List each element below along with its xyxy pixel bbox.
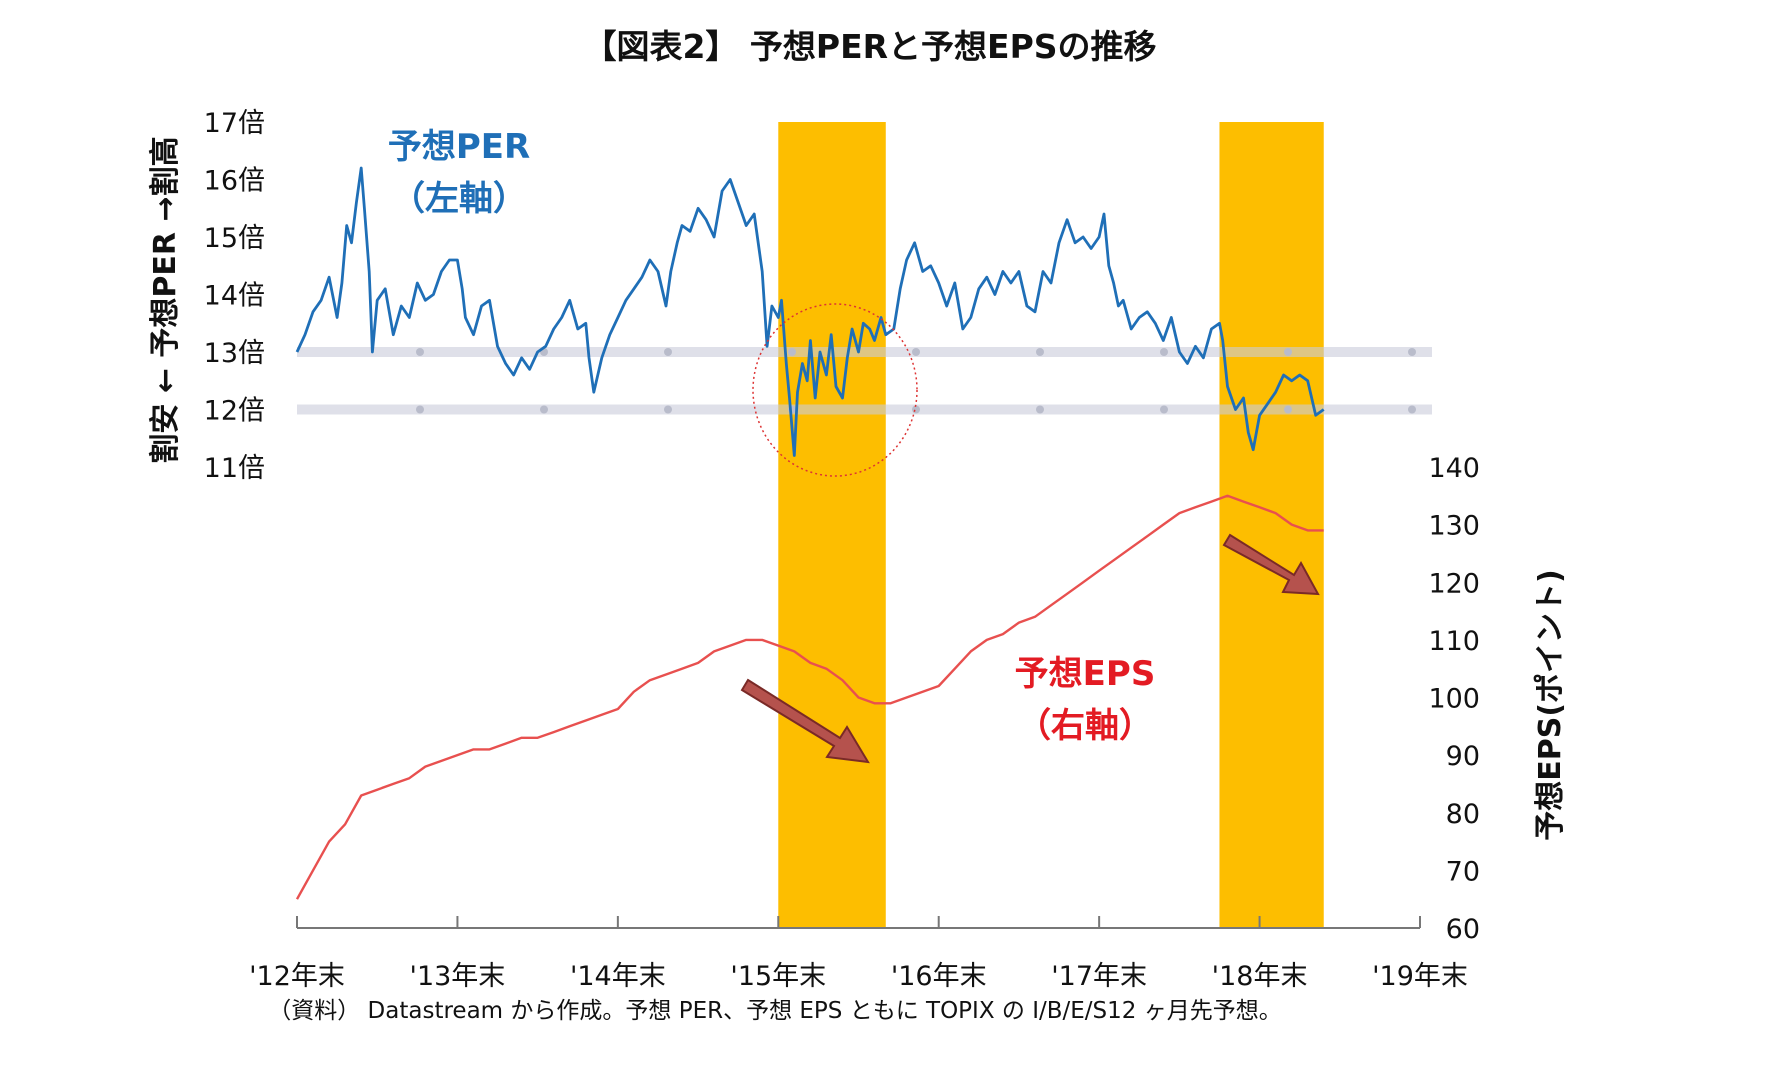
left-tick-label: 12倍 [204,396,265,427]
down-arrow-2 [1222,533,1320,596]
highlight-band-0 [778,122,886,928]
left-axis-title: 割安 ← 予想PER →割高 [148,136,183,463]
arrow-icon [740,678,870,764]
reference-dot [1408,348,1416,356]
reference-dot [416,405,424,414]
right-tick-label: 100 [1428,684,1480,715]
x-tick-label: '12年末 [249,961,345,992]
reference-dot [788,348,796,356]
right-tick-label: 60 [1446,914,1480,945]
left-tick-label: 14倍 [204,281,265,312]
eps-series-sublabel: （右軸） [1017,706,1153,746]
right-tick-label: 90 [1446,741,1480,772]
left-tick-label: 16倍 [204,166,265,197]
left-tick-label: 17倍 [204,108,265,139]
right-tick-label: 120 [1428,568,1480,599]
reference-dot [664,348,672,356]
per-series-sublabel: （左軸） [391,179,527,219]
right-tick-label: 140 [1428,453,1480,484]
per-series-label: 予想PER [388,127,530,167]
x-tick-label: '16年末 [891,961,987,992]
reference-dot [912,348,920,356]
x-axis: '12年末 '13年末 '14年末 '15年末 '16年末 '17年末 '18年末 '19年末 [249,916,1468,992]
series-line-per [295,166,1325,457]
x-tick-label: '13年末 [410,961,506,992]
source-note: （資料） Datastream から作成。予想 PER、予想 EPS ともに T… [268,998,1281,1024]
left-tick-label: 15倍 [204,223,265,254]
arrow-icon [1222,533,1320,596]
left-axis: 17倍 16倍 15倍 14倍 13倍 12倍 11倍 [204,108,265,484]
right-tick-label: 110 [1428,626,1480,657]
reference-band-1 [297,404,1432,415]
x-tick-label: '18年末 [1212,961,1308,992]
left-tick-label: 11倍 [204,453,265,484]
reference-band-0 [297,347,1432,357]
right-tick-label: 80 [1446,799,1480,830]
right-tick-label: 130 [1428,511,1480,542]
reference-dot [1160,348,1168,356]
reference-dot [1408,405,1416,414]
series-line-eps [295,494,1324,900]
reference-dot [1284,405,1292,414]
dotted-circle [752,303,918,477]
series-lines [295,166,1325,900]
reference-dot [664,405,672,414]
down-arrow-1 [740,678,870,764]
reference-dot [1284,348,1292,356]
x-tick-label: '19年末 [1372,961,1468,992]
right-axis-title: 予想EPS(ポイント) [1533,569,1568,841]
x-tick-label: '14年末 [570,961,666,992]
reference-bands [297,347,1432,415]
left-tick-label: 13倍 [204,338,265,369]
highlight-circle [752,303,918,477]
x-tick-label: '17年末 [1051,961,1147,992]
reference-dot [1036,348,1044,356]
highlight-band-1 [1219,122,1324,928]
right-tick-label: 70 [1446,856,1480,887]
eps-series-label: 予想EPS [1015,654,1156,694]
reference-dot [1160,405,1168,414]
reference-dot [540,405,548,414]
right-axis: 140 130 120 110 100 90 80 70 60 [1428,453,1480,945]
highlight-bands [778,122,1324,928]
x-tick-label: '15年末 [730,961,826,992]
reference-dot [1036,405,1044,414]
chart-title: 【図表2】 予想PERと予想EPSの推移 [583,27,1156,66]
reference-dot [416,348,424,356]
